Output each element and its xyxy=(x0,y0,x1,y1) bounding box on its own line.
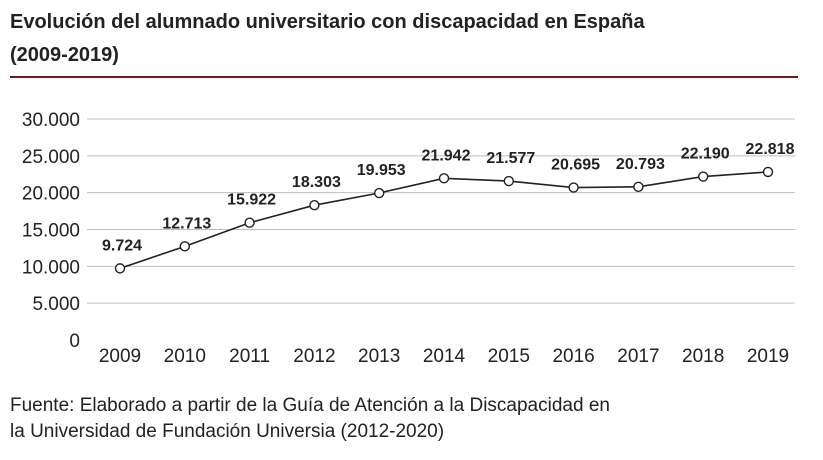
y-tick-label: 5.000 xyxy=(32,294,80,315)
x-tick-label: 2012 xyxy=(293,346,335,367)
y-tick-label: 15.000 xyxy=(22,221,80,242)
data-label: 22.190 xyxy=(681,146,730,163)
x-tick-label: 2010 xyxy=(164,346,206,367)
x-tick-label: 2009 xyxy=(99,346,141,367)
data-label: 21.577 xyxy=(486,150,535,167)
x-tick-label: 2017 xyxy=(617,346,659,367)
x-tick-label: 2015 xyxy=(488,346,530,367)
data-point xyxy=(114,263,126,274)
data-point xyxy=(698,171,709,182)
y-tick-label: 25.000 xyxy=(22,147,80,168)
chart-title: Evolución del alumnado universitario con… xyxy=(10,6,810,72)
data-label: 19.953 xyxy=(357,162,406,179)
data-label: 12.713 xyxy=(162,215,211,232)
source-line-2: la Universidad de Fundación Universia (2… xyxy=(10,421,445,442)
data-point xyxy=(374,187,385,199)
source-line-1: Fuente: Elaborado a partir de la Guía de… xyxy=(10,395,610,416)
chart-title-line-2: (2009-2019) xyxy=(10,44,119,66)
data-label: 22.818 xyxy=(746,141,795,158)
data-point xyxy=(568,182,579,193)
source-note: Fuente: Elaborado a partir de la Guía de… xyxy=(10,393,810,445)
y-tick-label: 30.000 xyxy=(22,110,80,131)
x-tick-label: 2014 xyxy=(423,346,466,367)
data-label: 15.922 xyxy=(227,192,276,209)
data-label: 9.724 xyxy=(102,237,142,254)
line-chart: 0 5.000 10.000 15.000 20.000 25.000 30.000 2009… xyxy=(22,110,795,367)
data-point xyxy=(309,199,320,211)
x-tick-label: 2016 xyxy=(552,346,594,367)
y-tick-label: 20.000 xyxy=(22,184,80,205)
data-point xyxy=(762,166,774,178)
data-label: 21.942 xyxy=(422,147,471,164)
data-point xyxy=(503,175,514,187)
data-point xyxy=(438,173,450,184)
x-tick-label: 2013 xyxy=(358,346,400,367)
x-tick-label: 2018 xyxy=(682,346,724,367)
data-point xyxy=(179,241,191,252)
data-point xyxy=(244,217,255,228)
x-tick-label: 2019 xyxy=(747,346,789,367)
series-line xyxy=(119,171,769,270)
x-tick-label: 2011 xyxy=(229,346,270,367)
title-divider xyxy=(10,76,798,78)
data-label: 20.793 xyxy=(616,156,665,173)
data-label: 20.695 xyxy=(551,157,600,174)
y-tick-label: 0 xyxy=(69,331,80,352)
data-point xyxy=(633,181,644,193)
y-tick-label: 10.000 xyxy=(22,257,80,278)
chart-title-line-1: Evolución del alumnado universitario con… xyxy=(10,11,645,33)
data-label: 18.303 xyxy=(292,174,341,191)
